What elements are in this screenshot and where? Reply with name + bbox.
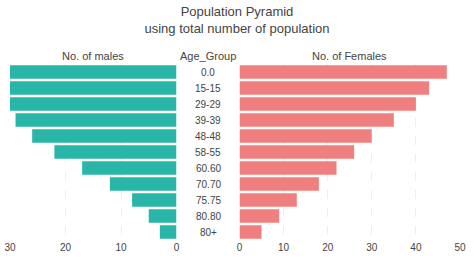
svg-text:Age_Group: Age_Group [180,50,236,62]
svg-text:39-39: 39-39 [195,115,221,126]
svg-text:48-48: 48-48 [195,131,221,142]
svg-text:30: 30 [4,242,16,253]
svg-text:10: 10 [278,242,290,253]
svg-text:30: 30 [366,242,378,253]
svg-text:29-29: 29-29 [195,99,221,110]
svg-text:58-55: 58-55 [195,147,221,158]
svg-text:No. of Females: No. of Females [312,50,387,62]
svg-text:80.80: 80.80 [196,211,221,222]
svg-text:20: 20 [60,242,72,253]
svg-text:70.70: 70.70 [196,179,221,190]
svg-text:80+: 80+ [200,227,217,238]
svg-text:0: 0 [174,242,180,253]
svg-text:0: 0 [237,242,243,253]
svg-text:40: 40 [410,242,422,253]
svg-text:10: 10 [115,242,127,253]
svg-text:20: 20 [322,242,334,253]
svg-text:50: 50 [454,242,466,253]
svg-text:60.60: 60.60 [196,163,221,174]
svg-text:15-15: 15-15 [195,83,221,94]
svg-text:75.75: 75.75 [196,195,221,206]
svg-text:No. of males: No. of males [62,50,124,62]
svg-text:Population Pyramidusing total: Population Pyramidusing total number of … [144,4,329,36]
svg-text:0.0: 0.0 [201,67,215,78]
